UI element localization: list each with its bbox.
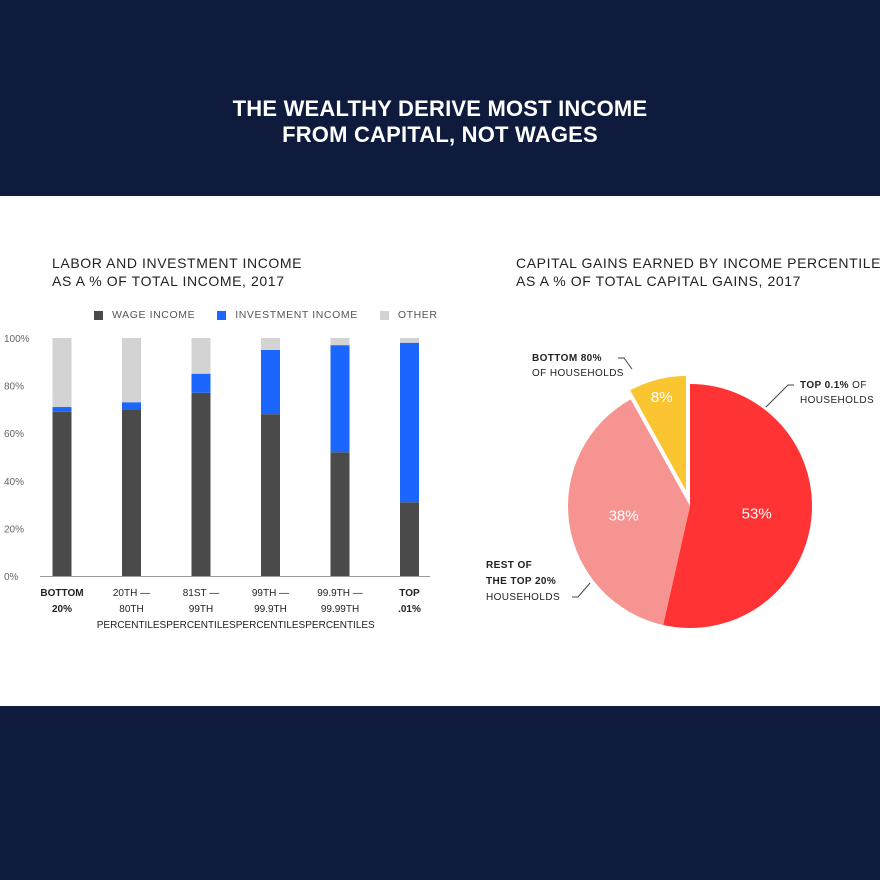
x-category-label: 20%: [52, 604, 72, 615]
page-title: THE WEALTHY DERIVE MOST INCOME FROM CAPI…: [0, 96, 880, 148]
pie-chart-title-line1: CAPITAL GAINS EARNED BY INCOME PERCENTIL…: [516, 255, 880, 271]
x-category-label: PERCENTILES: [166, 620, 236, 631]
x-category-label: 81ST —: [183, 588, 220, 599]
pie-chart-title-line2: AS A % OF TOTAL CAPITAL GAINS, 2017: [516, 273, 802, 289]
x-category-label: PERCENTILES: [236, 620, 306, 631]
page-title-line1: THE WEALTHY DERIVE MOST INCOME: [232, 96, 648, 121]
bar-chart-title-line2: AS A % OF TOTAL INCOME, 2017: [52, 273, 285, 289]
callout-label-rest20-line3: HOUSEHOLDS: [486, 592, 560, 603]
bar-segment-investment-income: [122, 402, 141, 410]
bar-chart: 100% 80% 60% 40% 20% 0% BOTTOM 20% 20TH — 80TH PER…: [4, 334, 430, 631]
bar-chart-legend: WAGE INCOME INVESTMENT INCOME OTHER: [94, 309, 460, 321]
legend-item-investment: INVESTMENT INCOME: [217, 309, 358, 321]
callout-leader-line: [572, 582, 591, 598]
y-tick-label: 100%: [4, 334, 30, 345]
pie-chart-title: CAPITAL GAINS EARNED BY INCOME PERCENTIL…: [516, 254, 880, 290]
y-tick-label: 80%: [4, 382, 24, 393]
y-tick-label: 60%: [4, 429, 24, 440]
y-tick-label: 40%: [4, 477, 24, 488]
bar-segment-wage-income: [191, 392, 211, 576]
pie-percent-label: 53%: [742, 505, 772, 522]
y-tick-label: 0%: [4, 572, 19, 583]
bar-segment-wage-income: [400, 502, 419, 576]
legend-label-investment: INVESTMENT INCOME: [235, 309, 358, 321]
x-category-label: 80TH: [119, 604, 143, 615]
callout-leader-line: [765, 384, 794, 408]
bar-segment-other: [330, 338, 350, 346]
bar-chart-title: LABOR AND INVESTMENT INCOME AS A % OF TO…: [52, 254, 302, 290]
callout-label-rest20: REST OF: [486, 560, 532, 571]
bar-segment-other: [52, 338, 72, 408]
x-category-label: PERCENTILES: [97, 620, 167, 631]
callout-leader-line: [618, 357, 633, 370]
x-category-label: 20TH —: [113, 588, 150, 599]
x-category-label: 99.99TH: [321, 604, 359, 615]
bar-segment-other: [261, 338, 280, 350]
x-category-label: .01%: [398, 604, 421, 615]
bar-segment-investment-income: [52, 407, 72, 412]
x-category-label: 99TH —: [252, 588, 289, 599]
chart-panel: LABOR AND INVESTMENT INCOME AS A % OF TO…: [0, 196, 880, 706]
bar-segment-wage-income: [330, 452, 350, 576]
bar-segment-investment-income: [330, 345, 350, 453]
header-band: THE WEALTHY DERIVE MOST INCOME FROM CAPI…: [0, 0, 880, 196]
callout-label-bottom80-line2: OF HOUSEHOLDS: [532, 368, 624, 379]
pie-percent-label: 8%: [651, 389, 673, 406]
x-category-label: TOP: [399, 588, 420, 599]
legend-label-other: OTHER: [397, 309, 438, 321]
bar-segment-investment-income: [191, 373, 211, 393]
bar-segment-other: [191, 338, 211, 374]
y-tick-label: 20%: [4, 524, 24, 535]
bar-segment-other: [400, 338, 419, 343]
page-title-line2: FROM CAPITAL, NOT WAGES: [282, 122, 598, 147]
callout-label-top01: TOP 0.1% OF: [800, 380, 867, 391]
x-category-label: PERCENTILES: [305, 620, 375, 631]
legend-swatch-wage: [94, 310, 103, 320]
bar-segment-investment-income: [261, 349, 280, 415]
callout-label-bottom80: BOTTOM 80%: [532, 353, 602, 364]
legend-item-other: OTHER: [379, 309, 438, 321]
bar-chart-title-line1: LABOR AND INVESTMENT INCOME: [52, 255, 303, 271]
bar-segment-wage-income: [261, 414, 280, 576]
footer-band: [0, 706, 880, 880]
pie-slice: [568, 399, 690, 626]
pie-slice: [663, 384, 813, 628]
bar-segment-other: [122, 338, 141, 403]
callout-label-top01-line2: HOUSEHOLDS: [800, 395, 874, 406]
pie-slice: [626, 372, 689, 503]
bar-segment-investment-income: [400, 342, 419, 503]
bar-segment-wage-income: [52, 411, 72, 576]
x-category-label: 99.9TH: [254, 604, 287, 615]
x-category-label: 99.9TH —: [317, 588, 363, 599]
pie-percent-label: 38%: [609, 508, 639, 525]
callout-label-rest20-line2: THE TOP 20%: [486, 576, 556, 587]
x-category-label: 99TH: [189, 604, 213, 615]
pie-chart: 53% 38% 8% TOP 0.1% OF HOUSEHOLDS BOTTOM 80% O…: [486, 353, 874, 628]
x-category-label: BOTTOM: [40, 588, 83, 599]
legend-item-wage: WAGE INCOME: [94, 309, 195, 321]
bar-segment-wage-income: [122, 409, 141, 576]
legend-swatch-other: [379, 310, 389, 320]
legend-swatch-investment: [217, 310, 227, 320]
legend-label-wage: WAGE INCOME: [112, 309, 196, 321]
